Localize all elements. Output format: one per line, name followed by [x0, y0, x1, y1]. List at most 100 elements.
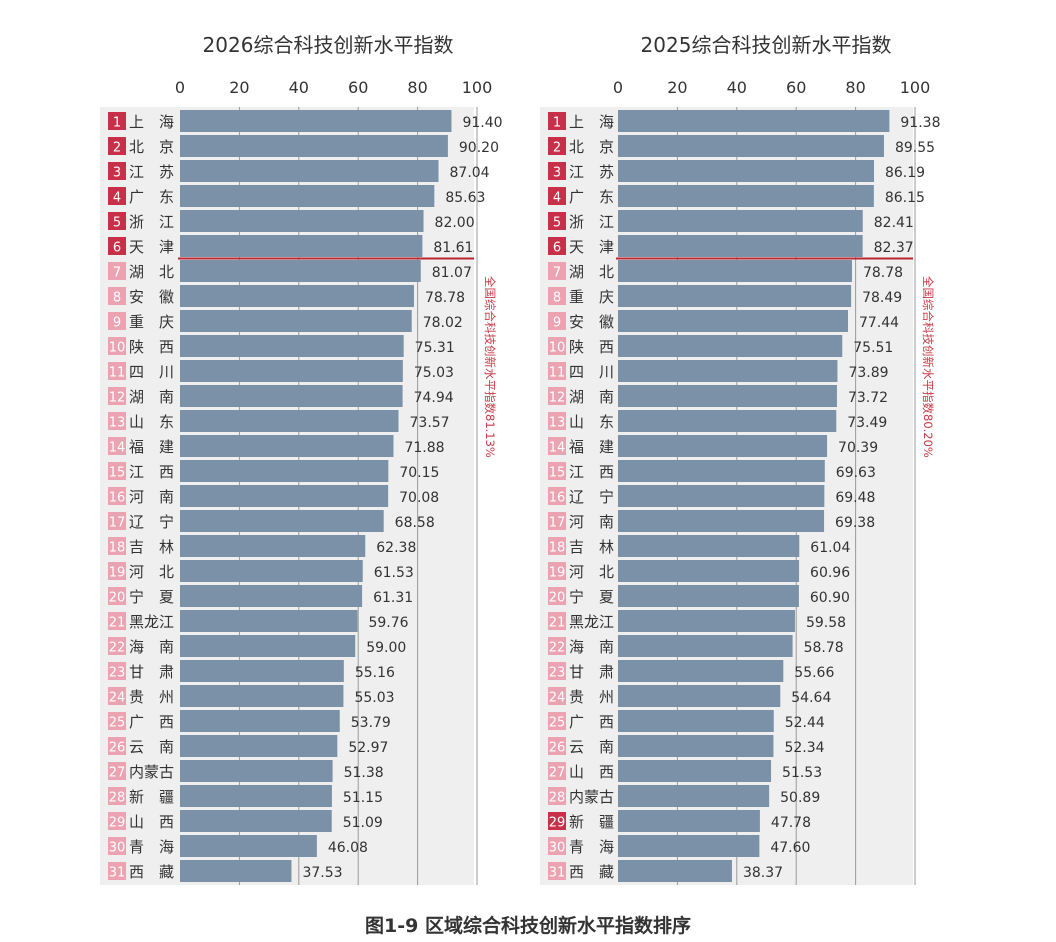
x-tick-label: 20: [667, 78, 687, 97]
region-name: 河 南: [129, 488, 174, 506]
rank-badge: [548, 437, 566, 455]
rank-badge: [108, 212, 126, 230]
region-name: 江 苏: [569, 163, 614, 181]
value-label: 47.60: [770, 840, 810, 856]
region-name: 西 藏: [569, 863, 614, 881]
region-name: 云 南: [569, 738, 614, 756]
value-label: 90.20: [459, 140, 499, 156]
bar: [618, 135, 884, 157]
rank-number: 24: [549, 691, 566, 706]
region-name: 湖 北: [569, 263, 614, 281]
value-label: 78.78: [863, 265, 903, 281]
rank-badge: [548, 362, 566, 380]
rank-number: 5: [553, 216, 561, 231]
bar: [618, 635, 793, 657]
bar: [180, 835, 317, 857]
value-label: 91.38: [900, 115, 940, 131]
rank-number: 18: [549, 541, 566, 556]
rank-badge: [108, 537, 126, 555]
rank-badge: [548, 487, 566, 505]
value-label: 69.63: [836, 465, 876, 481]
region-name: 福 建: [569, 438, 614, 456]
region-name: 山 西: [569, 763, 614, 781]
value-label: 55.16: [355, 665, 395, 681]
bar: [618, 285, 852, 307]
region-name: 河 北: [129, 563, 174, 581]
rank-badge: [108, 862, 126, 880]
rank-badge: [548, 312, 566, 330]
value-label: 87.04: [450, 165, 490, 181]
rank-number: 15: [109, 466, 126, 481]
rank-number: 13: [109, 416, 126, 431]
value-label: 73.49: [847, 415, 887, 431]
x-tick-label: 80: [407, 78, 427, 97]
rank-number: 6: [553, 241, 561, 256]
rank-number: 29: [109, 816, 126, 831]
rank-number: 31: [109, 866, 126, 881]
bar: [180, 185, 435, 207]
value-label: 78.02: [423, 315, 463, 331]
bar: [618, 785, 770, 807]
rank-number: 26: [549, 741, 566, 756]
value-label: 47.78: [771, 815, 811, 831]
rank-number: 27: [109, 766, 126, 781]
x-tick-label: 100: [462, 78, 493, 97]
rank-badge: [108, 287, 126, 305]
value-label: 78.49: [862, 290, 902, 306]
bar: [180, 860, 292, 882]
region-name: 天 津: [129, 238, 174, 256]
rank-badge: [548, 412, 566, 430]
region-name: 青 海: [129, 838, 174, 856]
value-label: 59.58: [806, 615, 846, 631]
value-label: 75.51: [853, 340, 893, 356]
bar: [180, 335, 404, 357]
bar: [180, 735, 338, 757]
rank-badge: [548, 237, 566, 255]
rank-number: 16: [109, 491, 126, 506]
value-label: 59.76: [368, 615, 408, 631]
region-name: 河 南: [569, 513, 614, 531]
region-name: 黑龙江: [129, 613, 174, 631]
rank-badge: [108, 687, 126, 705]
rank-number: 4: [553, 191, 561, 206]
rank-number: 19: [109, 566, 126, 581]
bar: [618, 385, 837, 407]
bar: [180, 110, 452, 132]
rank-badge: [108, 637, 126, 655]
value-label: 52.44: [785, 715, 825, 731]
rank-badge: [548, 587, 566, 605]
rank-number: 3: [553, 166, 561, 181]
rank-number: 21: [109, 616, 126, 631]
value-label: 69.38: [835, 515, 875, 531]
value-label: 51.53: [782, 765, 822, 781]
region-name: 吉 林: [569, 538, 614, 556]
national-average-note: 全国综合科技创新水平指数81.13%: [483, 276, 497, 458]
value-label: 86.15: [885, 190, 925, 206]
rank-number: 4: [113, 191, 121, 206]
region-name: 贵 州: [569, 688, 614, 706]
bar: [618, 660, 784, 682]
rank-number: 6: [113, 241, 121, 256]
value-label: 73.89: [848, 365, 888, 381]
region-name: 北 京: [129, 138, 174, 156]
bar: [180, 560, 363, 582]
region-name: 广 东: [569, 188, 614, 206]
region-name: 福 建: [129, 438, 174, 456]
bar: [618, 735, 774, 757]
rank-badge: [548, 812, 566, 830]
bar: [180, 485, 389, 507]
bar: [618, 710, 774, 732]
rank-number: 17: [549, 516, 566, 531]
rank-badge: [548, 637, 566, 655]
bar: [618, 510, 825, 532]
rank-badge: [548, 112, 566, 130]
bar: [180, 460, 389, 482]
rank-badge: [548, 212, 566, 230]
bar: [618, 535, 800, 557]
region-name: 新 疆: [129, 788, 174, 806]
rank-badge: [548, 337, 566, 355]
region-name: 山 西: [129, 813, 174, 831]
x-tick-label: 40: [289, 78, 309, 97]
bar: [180, 210, 424, 232]
region-name: 浙 江: [569, 213, 614, 231]
